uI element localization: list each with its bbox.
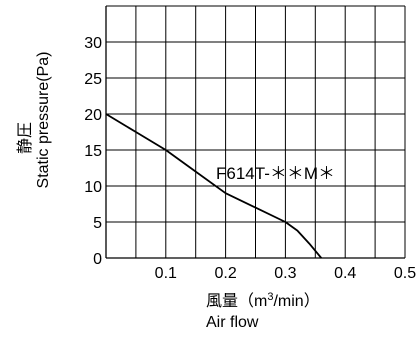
x-tick-label: 0.3 — [274, 265, 296, 282]
x-tick-label: 0.5 — [394, 265, 416, 282]
x-tick-label: 0.1 — [155, 265, 177, 282]
y-tick-label: 15 — [84, 143, 102, 160]
axes — [105, 6, 405, 259]
y-tick-label: 25 — [84, 71, 102, 88]
grid-lines — [106, 5, 406, 258]
y-tick-label: 30 — [84, 35, 102, 52]
y-axis-label-en: Static pressure(Pa) — [35, 52, 52, 189]
x-tick-label: 0.2 — [214, 265, 236, 282]
x-tick-label: 0.4 — [334, 265, 356, 282]
y-tick-label: 20 — [84, 107, 102, 124]
y-tick-label: 5 — [93, 215, 102, 232]
series-line — [105, 113, 322, 259]
x-tick-labels: 0.1 0.2 0.3 0.4 0.5 — [155, 265, 417, 282]
y-tick-label: 10 — [84, 179, 102, 196]
series-group — [105, 113, 322, 259]
series-label: F614T-＊＊M＊ — [216, 164, 335, 183]
x-axis-label-en: Air flow — [206, 314, 259, 331]
x-axis-unit-tail: /min） — [273, 292, 319, 310]
y-axis-label-jp: 静圧 — [16, 122, 34, 154]
x-axis-label-jp: 風量（m3/min） — [206, 291, 320, 310]
y-tick-label: 0 — [93, 251, 102, 268]
y-tick-labels: 0 5 10 15 20 25 30 — [84, 35, 102, 268]
x-axis-unit-superscript: 3 — [267, 291, 273, 303]
